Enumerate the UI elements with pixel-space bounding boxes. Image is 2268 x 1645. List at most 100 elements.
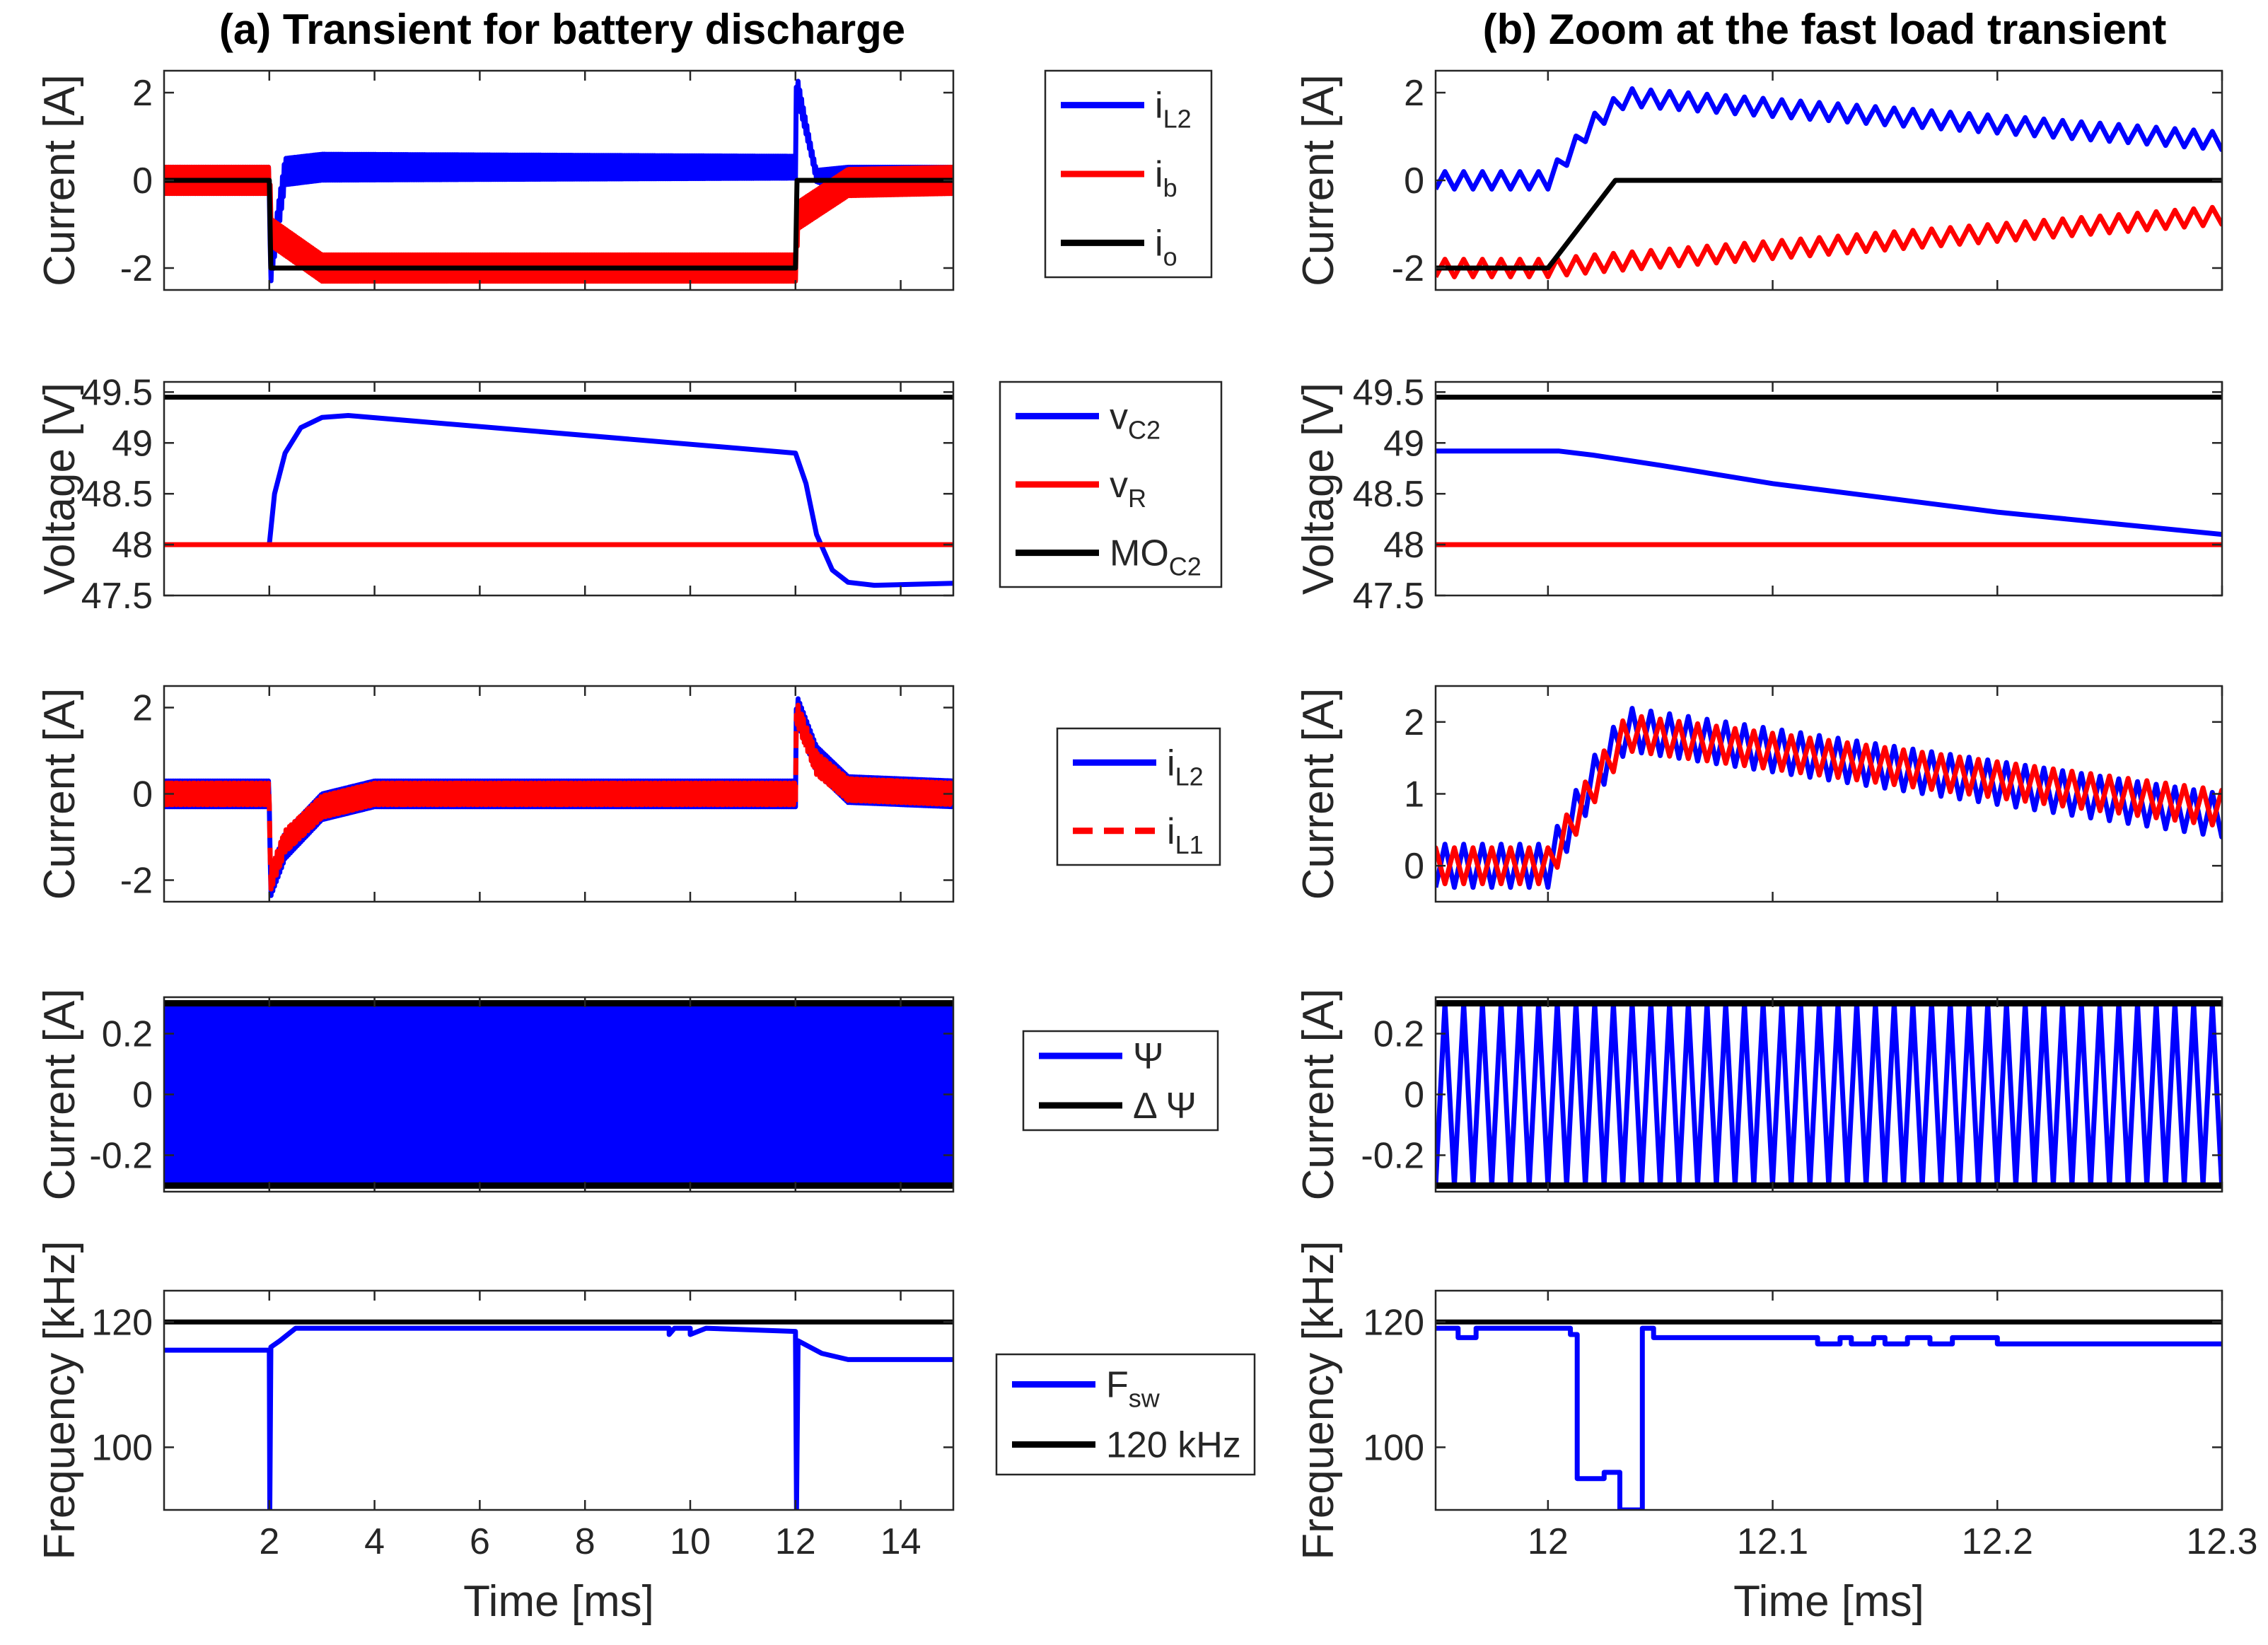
- xtick-label: 6: [470, 1521, 490, 1562]
- legend-label: Δ Ψ: [1133, 1086, 1197, 1127]
- xtick-label: 14: [880, 1521, 921, 1562]
- legend-label: ib: [1155, 154, 1177, 202]
- series-i-l2-line: [1436, 706, 2222, 890]
- axes-right-3: -0.2 0 0.2 Current [A]: [1294, 989, 2223, 1201]
- ytick-label: 48.5: [81, 474, 153, 515]
- series-i-l2-line: [164, 79, 953, 284]
- legend-label: io: [1155, 223, 1177, 271]
- right-title: (b) Zoom at the fast load transient: [1483, 6, 2167, 53]
- series-group: [164, 395, 953, 588]
- ytick-label: 120: [91, 1302, 153, 1343]
- series-group: [164, 79, 953, 284]
- ytick-label: 0: [132, 1075, 153, 1116]
- series-group: [164, 696, 953, 898]
- ytick-label: 49.5: [1353, 372, 1424, 413]
- axes-left-3: -0.2 0 0.2 Current [A]: [35, 989, 955, 1200]
- ytick-label: 48: [1383, 525, 1424, 566]
- axes-right-2: 0 1 2 Current [A]: [1294, 685, 2223, 903]
- xtick-label: 10: [670, 1521, 711, 1562]
- legend-box: [995, 1353, 1256, 1476]
- series-i-l1-line: [164, 702, 953, 892]
- ytick-label: 47.5: [81, 576, 153, 617]
- ytick-label: 100: [91, 1427, 153, 1468]
- axes-frame: [1434, 380, 2223, 597]
- series-i-o-line: [1436, 178, 2222, 271]
- y-axis-label: Current [A]: [1294, 688, 1343, 900]
- series-i-l2-line: [1436, 86, 2222, 192]
- ytick-label: 0.2: [1373, 1014, 1424, 1055]
- ytick-label: 49.5: [81, 372, 153, 413]
- xtick-label: 2: [259, 1521, 279, 1562]
- ytick-label: 0: [132, 774, 153, 815]
- ytick-label: 120: [1363, 1302, 1424, 1343]
- series-f-sw-line: [1436, 1325, 2222, 1510]
- axes-left-2: -2 0 2 Current [A]: [35, 685, 955, 903]
- series-f-sw-line: [164, 1325, 953, 1510]
- axes-left-4: 100 120 2 4 6 8 10 12 14 Frequency [kHz] Time [ms]: [35, 1240, 955, 1626]
- y-axis-label: Current [A]: [1294, 989, 1343, 1201]
- series-group: [1436, 395, 2222, 547]
- series-group: [164, 1319, 953, 1510]
- legend-label: vR: [1110, 465, 1146, 513]
- xtick-label: 12.1: [1737, 1521, 1808, 1562]
- ytick-label: 49: [112, 423, 153, 464]
- legend-0: iL2 ib io: [1044, 69, 1213, 279]
- series--line: [164, 1003, 953, 1186]
- ytick-label: 49: [1383, 423, 1424, 464]
- legend-box: [1056, 727, 1221, 866]
- legend-label: iL1: [1167, 811, 1204, 859]
- xtick-label: 12.2: [1962, 1521, 2033, 1562]
- series-group: [1436, 1000, 2222, 1189]
- ytick-label: 48.5: [1353, 474, 1424, 515]
- series-v-c2-line: [1436, 448, 2222, 537]
- series-v-c2-line: [267, 413, 953, 588]
- legend-label: 120 kHz: [1106, 1425, 1241, 1466]
- ytick-label: -0.2: [1361, 1135, 1424, 1176]
- xtick-label: 4: [364, 1521, 385, 1562]
- xtick-label: 12.3: [2186, 1521, 2257, 1562]
- ytick-label: 2: [132, 73, 153, 114]
- legend-1: vC2 vR MOC2: [999, 380, 1223, 588]
- y-axis-label: Current [A]: [1294, 74, 1343, 286]
- ytick-label: 48: [112, 525, 153, 566]
- legend-label: Ψ: [1133, 1036, 1163, 1077]
- ytick-label: 2: [1404, 73, 1424, 114]
- series-i-b-line: [1436, 204, 2222, 279]
- series-group: [1436, 706, 2222, 890]
- axes-frame: [1434, 1289, 2223, 1511]
- x-axis-label: Time [ms]: [463, 1577, 654, 1626]
- left-title: (a) Transient for battery discharge: [219, 6, 905, 53]
- xtick-label: 8: [575, 1521, 595, 1562]
- ytick-label: -2: [120, 248, 153, 289]
- ytick-label: 0: [1404, 1075, 1424, 1116]
- y-axis-label: Voltage [V]: [35, 383, 84, 595]
- axes-background: [1436, 686, 2222, 902]
- legend-3: Ψ Δ Ψ: [1022, 1030, 1219, 1132]
- ytick-label: 2: [132, 688, 153, 729]
- series-i-b-line: [164, 164, 953, 284]
- series-group: [164, 1000, 953, 1189]
- series-group: [1436, 1319, 2222, 1510]
- y-axis-label: Current [A]: [35, 74, 84, 286]
- ytick-label: -0.2: [89, 1135, 153, 1176]
- axes-background: [164, 382, 953, 595]
- ytick-label: -2: [1392, 248, 1424, 289]
- series-group: [1436, 86, 2222, 279]
- ytick-label: 0.2: [102, 1014, 153, 1055]
- legend-label: Fsw: [1106, 1365, 1161, 1413]
- legend-label: vC2: [1110, 396, 1161, 444]
- series-i-o-line: [164, 178, 953, 271]
- ytick-label: 0: [132, 161, 153, 202]
- legend-4: Fsw 120 kHz: [995, 1353, 1256, 1476]
- legend-label: MOC2: [1110, 533, 1202, 581]
- ytick-label: 100: [1363, 1427, 1424, 1468]
- axes-left-0: -2 0 2 Current [A]: [35, 69, 955, 291]
- y-axis-label: Current [A]: [35, 688, 84, 900]
- ytick-label: 2: [1404, 702, 1424, 743]
- ytick-label: 1: [1404, 774, 1424, 815]
- ytick-label: 0: [1404, 161, 1424, 202]
